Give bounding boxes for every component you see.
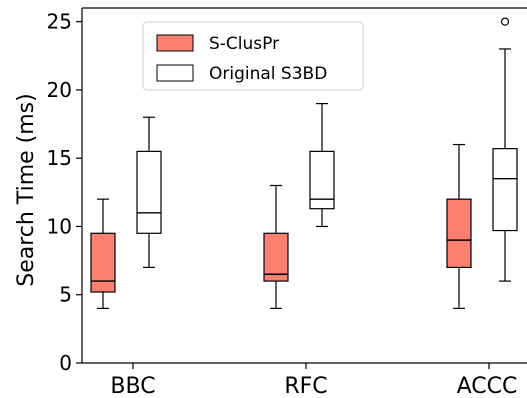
box-s-cluspr <box>90 232 116 293</box>
y-tick-label: 10 <box>47 214 72 238</box>
y-axis-label: Search Time (ms) <box>14 93 39 286</box>
legend-label: S-ClusPr <box>209 34 279 54</box>
box-original-s3bd <box>309 150 335 210</box>
outlier-point <box>500 17 510 26</box>
legend-label: Original S3BD <box>209 64 327 84</box>
legend-swatch <box>156 64 194 82</box>
box-s-cluspr <box>263 232 289 282</box>
x-tick-label: ACCC <box>457 374 518 398</box>
y-tick-label: 20 <box>47 78 72 102</box>
x-tick-label: BBC <box>110 374 155 398</box>
box-original-s3bd <box>492 148 518 232</box>
legend-swatch <box>156 34 194 52</box>
y-tick-label: 15 <box>47 146 72 170</box>
x-tick-label: RFC <box>284 374 327 398</box>
box-original-s3bd <box>136 150 162 234</box>
box-s-cluspr <box>446 198 472 269</box>
y-tick-label: 25 <box>47 10 72 34</box>
y-tick-label: 5 <box>59 283 72 307</box>
y-tick-label: 0 <box>59 351 72 375</box>
legend-box <box>142 21 364 91</box>
